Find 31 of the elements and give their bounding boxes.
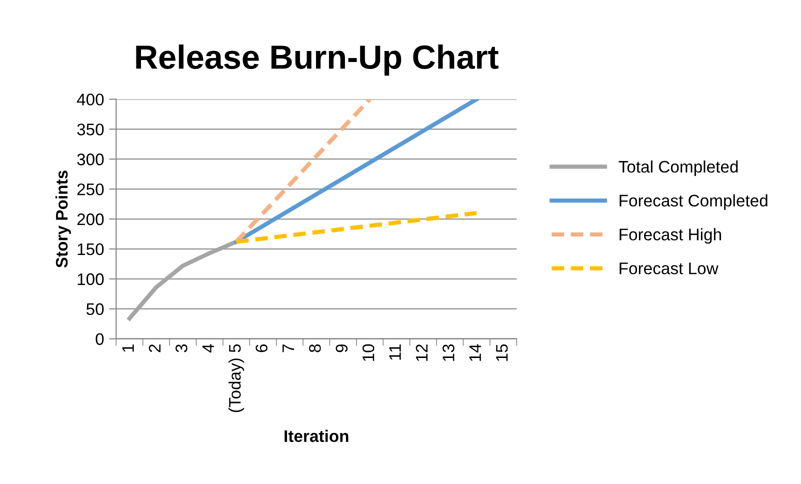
- x-tick-label: 3: [176, 344, 188, 352]
- legend-label: Forecast Low: [620, 262, 718, 274]
- x-tick-label: 9: [336, 344, 348, 352]
- x-tick-label: 7: [282, 344, 294, 352]
- y-tick-label: 0: [96, 333, 104, 346]
- x-tick-label: 1: [122, 344, 134, 352]
- legend-label: Total Completed: [618, 160, 738, 176]
- y-tick-label: 50: [86, 303, 104, 316]
- y-tick-label: 250: [77, 183, 104, 196]
- x-tick-label: 15: [496, 344, 508, 361]
- x-tick-label: 2: [148, 344, 161, 352]
- legend-label: Forecast Completed: [620, 194, 768, 210]
- x-tick-label: 10: [362, 344, 374, 361]
- y-tick-label: 100: [78, 273, 104, 286]
- x-tick-label: 6: [256, 344, 268, 352]
- x-tick-label: 14: [469, 344, 481, 361]
- y-tick-label: 400: [76, 94, 104, 106]
- x-axis-title: Iteration: [284, 430, 348, 442]
- legend-label: Forecast High: [620, 228, 721, 244]
- chart-title: Release Burn-Up Chart: [136, 44, 498, 76]
- y-tick-label: 350: [77, 124, 104, 136]
- x-tick-label: 11: [389, 344, 401, 360]
- x-tick-label: 4: [202, 344, 214, 353]
- x-tick-label: (Today) 5: [228, 344, 244, 412]
- y-tick-label: 200: [77, 213, 104, 226]
- x-tick-label: 12: [416, 344, 428, 361]
- y-tick-label: 300: [77, 154, 104, 166]
- y-axis-title: Story Points: [55, 170, 71, 268]
- x-tick-label: 13: [442, 344, 454, 361]
- y-tick-label: 150: [78, 243, 104, 256]
- x-tick-label: 8: [309, 344, 321, 352]
